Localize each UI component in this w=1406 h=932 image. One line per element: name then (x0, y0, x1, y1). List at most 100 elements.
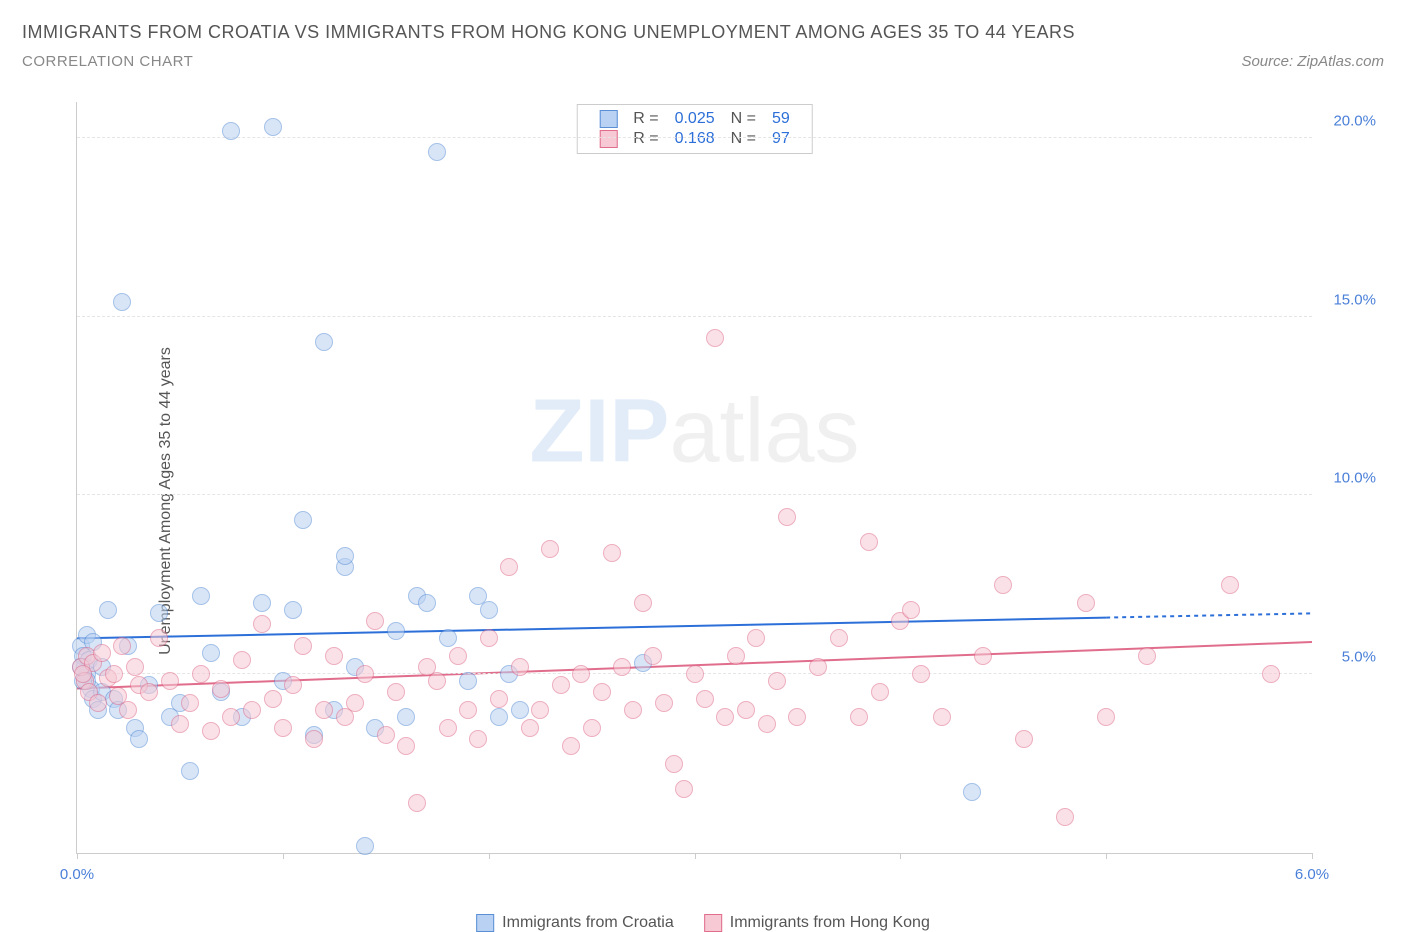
y-tick-label: 5.0% (1342, 649, 1376, 666)
x-tick (77, 853, 78, 859)
data-point (202, 644, 220, 662)
y-tick-label: 20.0% (1333, 112, 1376, 129)
data-point (912, 665, 930, 683)
data-point (1015, 730, 1033, 748)
data-point (428, 143, 446, 161)
data-point (439, 629, 457, 647)
x-tick (695, 853, 696, 859)
data-point (130, 730, 148, 748)
data-point (624, 701, 642, 719)
data-point (89, 694, 107, 712)
data-point (150, 604, 168, 622)
data-point (181, 694, 199, 712)
data-point (113, 293, 131, 311)
data-point (93, 644, 111, 662)
data-point (500, 558, 518, 576)
data-point (860, 533, 878, 551)
data-point (192, 587, 210, 605)
chart-source: Source: ZipAtlas.com (1241, 53, 1384, 70)
plot-area: ZIPatlas R =0.025N =59R =0.168N =97 5.0%… (76, 102, 1312, 854)
data-point (449, 647, 467, 665)
data-point (933, 708, 951, 726)
data-point (222, 122, 240, 140)
data-point (105, 665, 123, 683)
data-point (511, 701, 529, 719)
data-point (315, 701, 333, 719)
data-point (377, 726, 395, 744)
x-tick (900, 853, 901, 859)
data-point (490, 708, 508, 726)
data-point (387, 683, 405, 701)
chart-title: IMMIGRANTS FROM CROATIA VS IMMIGRANTS FR… (22, 18, 1384, 47)
data-point (696, 690, 714, 708)
gridline (77, 494, 1312, 495)
chart-area: Unemployment Among Ages 35 to 44 years Z… (22, 102, 1384, 900)
data-point (1056, 808, 1074, 826)
data-point (747, 629, 765, 647)
chart-subtitle: CORRELATION CHART (22, 53, 193, 70)
data-point (294, 637, 312, 655)
data-point (562, 737, 580, 755)
data-point (126, 658, 144, 676)
data-point (264, 118, 282, 136)
data-point (346, 694, 364, 712)
data-point (634, 594, 652, 612)
data-point (716, 708, 734, 726)
data-point (253, 615, 271, 633)
data-point (850, 708, 868, 726)
data-point (418, 594, 436, 612)
data-point (809, 658, 827, 676)
x-tick (283, 853, 284, 859)
data-point (788, 708, 806, 726)
y-tick-label: 10.0% (1333, 470, 1376, 487)
data-point (325, 647, 343, 665)
data-point (552, 676, 570, 694)
data-point (778, 508, 796, 526)
data-point (222, 708, 240, 726)
data-point (315, 333, 333, 351)
data-point (531, 701, 549, 719)
data-point (99, 601, 117, 619)
data-point (192, 665, 210, 683)
data-point (675, 780, 693, 798)
data-point (480, 629, 498, 647)
data-point (294, 511, 312, 529)
gridline (77, 137, 1312, 138)
x-tick (1312, 853, 1313, 859)
data-point (994, 576, 1012, 594)
data-point (974, 647, 992, 665)
data-point (397, 708, 415, 726)
stat-legend-row: R =0.025N =59 (591, 109, 798, 129)
data-point (181, 762, 199, 780)
data-point (284, 676, 302, 694)
data-point (583, 719, 601, 737)
data-point (284, 601, 302, 619)
data-point (387, 622, 405, 640)
data-point (1097, 708, 1115, 726)
data-point (830, 629, 848, 647)
data-point (150, 629, 168, 647)
watermark: ZIPatlas (529, 381, 859, 484)
data-point (1221, 576, 1239, 594)
data-point (469, 730, 487, 748)
data-point (480, 601, 498, 619)
data-point (490, 690, 508, 708)
y-tick-label: 15.0% (1333, 291, 1376, 308)
x-tick-label: 6.0% (1295, 866, 1329, 883)
data-point (305, 730, 323, 748)
data-point (74, 665, 92, 683)
data-point (274, 719, 292, 737)
data-point (603, 544, 621, 562)
stat-legend-row: R =0.168N =97 (591, 129, 798, 149)
stat-legend: R =0.025N =59R =0.168N =97 (576, 104, 813, 154)
data-point (737, 701, 755, 719)
series-legend: Immigrants from CroatiaImmigrants from H… (476, 914, 930, 932)
data-point (902, 601, 920, 619)
data-point (665, 755, 683, 773)
data-point (140, 683, 158, 701)
data-point (1077, 594, 1095, 612)
data-point (871, 683, 889, 701)
data-point (727, 647, 745, 665)
data-point (264, 690, 282, 708)
data-point (686, 665, 704, 683)
